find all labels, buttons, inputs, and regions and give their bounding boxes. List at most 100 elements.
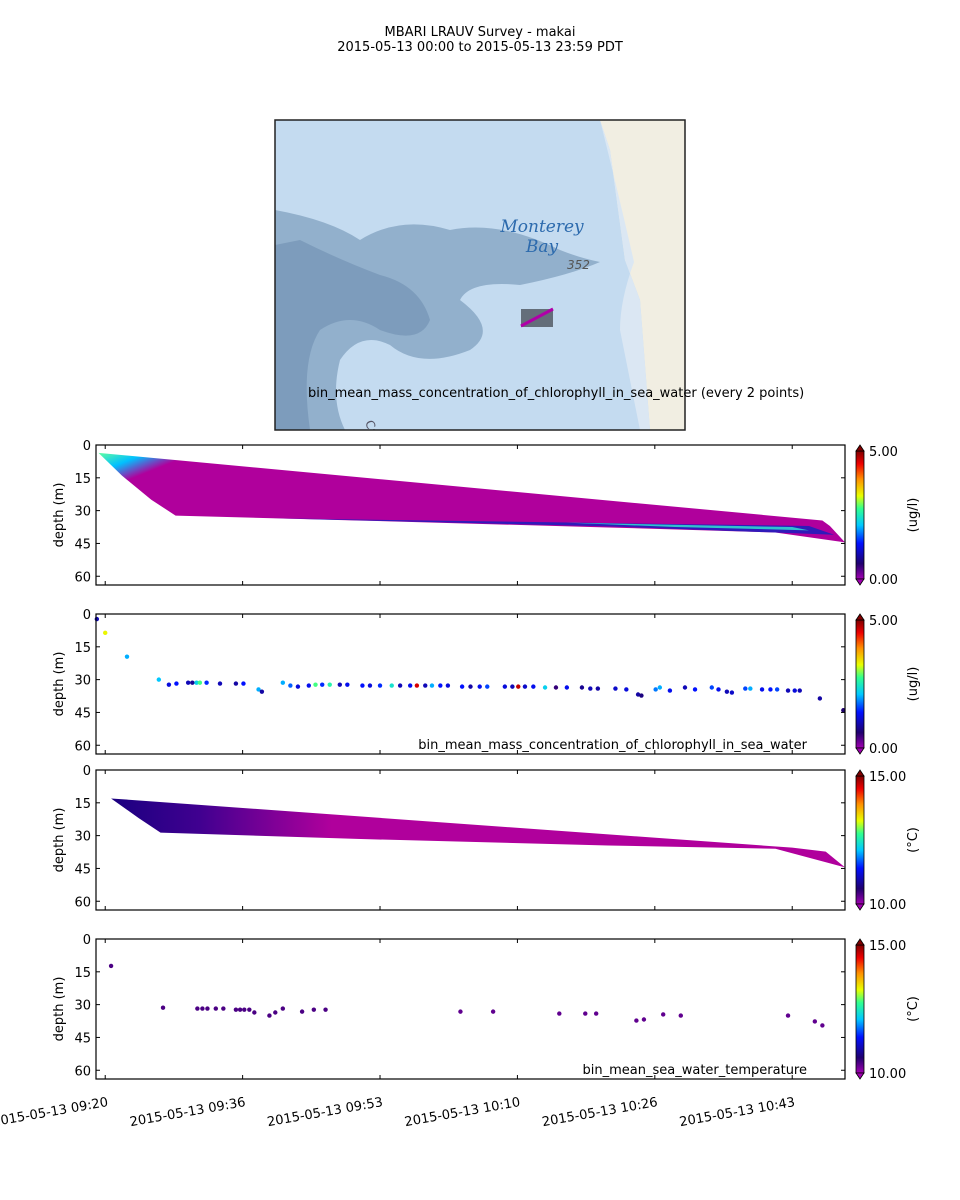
data-point	[724, 689, 730, 694]
axes-frame	[95, 938, 846, 1080]
data-point	[639, 693, 644, 698]
data-point	[768, 687, 773, 692]
colorbar-label: (ug/l)	[906, 498, 921, 533]
data-point	[360, 683, 365, 688]
data-point	[259, 689, 265, 694]
map-canyon	[275, 210, 600, 430]
data-point	[280, 1006, 286, 1011]
data-point	[653, 687, 658, 692]
data-point	[327, 682, 332, 687]
data-point	[190, 680, 195, 685]
axes-frame	[95, 769, 846, 911]
data-point	[682, 685, 688, 690]
data-point	[233, 681, 239, 686]
data-point	[200, 1006, 205, 1011]
data-point	[273, 1010, 278, 1015]
data-point	[241, 681, 246, 686]
data-point	[641, 1017, 647, 1022]
data-point	[311, 1007, 317, 1012]
y-axis-label: depth (m)	[52, 483, 67, 548]
data-point	[820, 1023, 825, 1028]
data-point	[345, 682, 350, 687]
data-point	[166, 682, 172, 687]
data-point	[205, 1006, 210, 1011]
data-point	[217, 681, 223, 686]
colorbar-min-arrow	[855, 578, 865, 586]
y-tick-label: 0	[83, 764, 91, 779]
data-point	[593, 1011, 599, 1016]
series-label: bin_mean_mass_concentration_of_chlorophy…	[418, 738, 807, 753]
panel-chlorophyll-points: bin_mean_mass_concentration_of_chlorophy…	[52, 608, 921, 757]
data-point	[124, 654, 130, 659]
data-point	[468, 684, 473, 689]
data-point	[377, 683, 383, 688]
y-tick-label: 45	[74, 706, 91, 721]
data-point	[280, 680, 286, 685]
panel-temperature-section: 0 15 30 45 60 depth (m) 15.00 10.00 (°C)	[52, 764, 921, 913]
colorbar-min-label: 0.00	[869, 742, 898, 757]
data-point	[237, 1007, 243, 1012]
y-tick-label: 0	[83, 608, 91, 623]
data-point	[785, 688, 791, 693]
data-point	[624, 687, 629, 692]
data-point	[613, 686, 618, 691]
data-point	[579, 685, 585, 690]
data-point	[445, 683, 451, 688]
data-point	[204, 680, 209, 685]
axes-frame	[95, 444, 846, 586]
y-tick-label: 60	[74, 1064, 91, 1079]
data-point	[247, 1007, 252, 1012]
data-point	[459, 684, 465, 689]
data-point	[299, 1009, 305, 1014]
colorbar-max-arrow	[855, 444, 865, 452]
colorbar-max-arrow	[855, 613, 865, 621]
data-point	[595, 686, 601, 691]
data-point	[660, 1012, 666, 1017]
colorbar-max-arrow	[855, 769, 865, 777]
map-canyon-deep	[275, 240, 430, 430]
data-point	[709, 685, 714, 690]
data-point	[510, 684, 515, 689]
data-point	[108, 963, 114, 969]
colorbar	[855, 619, 865, 749]
data-point	[295, 684, 301, 689]
colorbar-min-arrow	[855, 903, 865, 911]
y-tick-label: 0	[83, 439, 91, 454]
data-point	[542, 685, 548, 690]
data-point	[156, 677, 162, 682]
colorbar-max-label: 5.00	[869, 614, 898, 629]
data-point	[729, 690, 735, 695]
data-point	[792, 688, 797, 693]
data-point	[160, 1005, 166, 1010]
data-point	[313, 682, 318, 687]
y-axis-label: depth (m)	[52, 977, 67, 1042]
colorbar-label: (°C)	[906, 827, 921, 853]
x-tick-label: 2015-05-13 10:10	[404, 1095, 522, 1130]
y-tick-label: 45	[74, 537, 91, 552]
data-point	[634, 1018, 639, 1023]
colorbar	[855, 775, 865, 905]
data-point	[407, 683, 413, 688]
map-frame	[274, 119, 686, 431]
data-point	[516, 684, 521, 689]
data-point	[588, 686, 593, 691]
figure-subtitle: 2015-05-13 00:00 to 2015-05-13 23:59 PDT	[337, 40, 623, 55]
map-shelf	[600, 120, 650, 430]
data-point	[94, 616, 100, 622]
data-point	[103, 630, 108, 636]
data-point	[743, 686, 748, 691]
data-point	[692, 687, 698, 692]
data-point	[553, 685, 559, 690]
data-point	[397, 683, 403, 688]
data-point	[389, 683, 394, 688]
x-tick-label: 2015-05-13 10:43	[678, 1095, 796, 1130]
data-point	[748, 686, 753, 691]
data-point	[797, 688, 802, 693]
colorbar	[855, 450, 865, 580]
data-point	[221, 1006, 226, 1011]
y-tick-label: 45	[74, 862, 91, 877]
data-point	[774, 687, 780, 692]
data-point	[564, 685, 570, 690]
data-point	[812, 1019, 818, 1024]
